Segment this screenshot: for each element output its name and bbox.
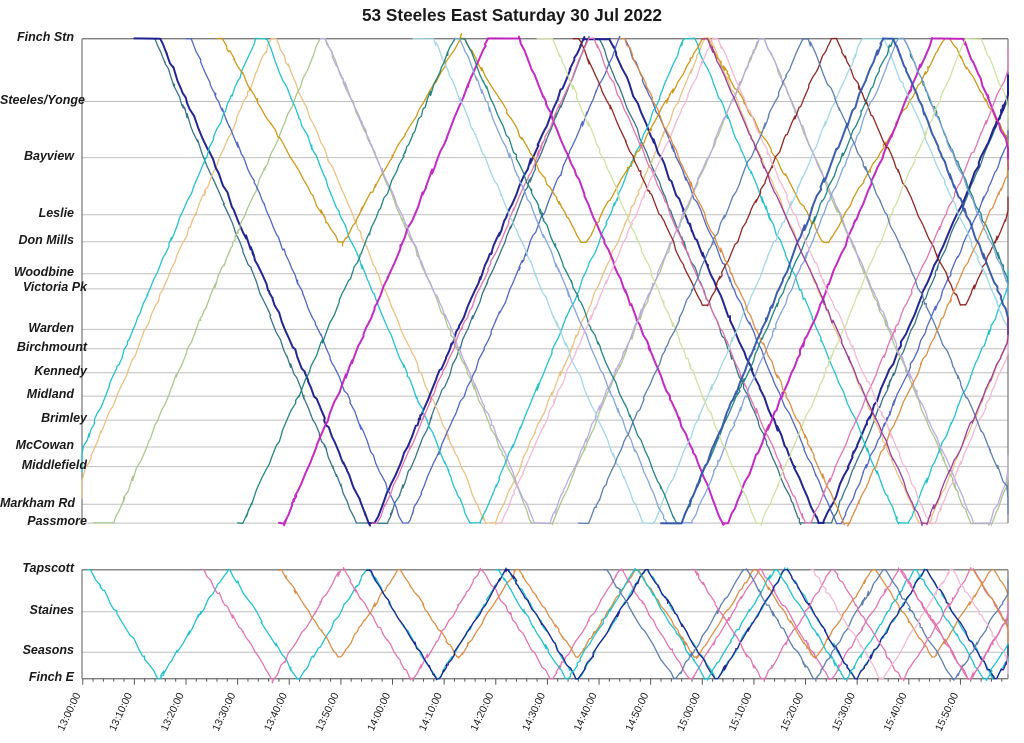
svg-text:13:50:00: 13:50:00 (313, 691, 341, 733)
svg-text:14:00:00: 14:00:00 (365, 691, 393, 733)
svg-text:13:40:00: 13:40:00 (262, 691, 290, 733)
svg-text:14:20:00: 14:20:00 (468, 691, 496, 733)
svg-text:14:50:00: 14:50:00 (623, 691, 651, 733)
svg-text:15:30:00: 15:30:00 (830, 691, 858, 733)
svg-text:15:20:00: 15:20:00 (778, 691, 806, 733)
svg-text:15:40:00: 15:40:00 (881, 691, 909, 733)
svg-text:15:50:00: 15:50:00 (933, 691, 961, 733)
svg-text:14:10:00: 14:10:00 (417, 691, 445, 733)
svg-text:13:00:00: 13:00:00 (55, 691, 83, 733)
svg-text:14:30:00: 14:30:00 (520, 691, 548, 733)
svg-text:13:20:00: 13:20:00 (159, 691, 187, 733)
svg-text:14:40:00: 14:40:00 (572, 691, 600, 733)
svg-text:13:10:00: 13:10:00 (107, 691, 135, 733)
svg-text:15:00:00: 15:00:00 (675, 691, 703, 733)
svg-text:15:10:00: 15:10:00 (726, 691, 754, 733)
svg-text:13:30:00: 13:30:00 (210, 691, 238, 733)
